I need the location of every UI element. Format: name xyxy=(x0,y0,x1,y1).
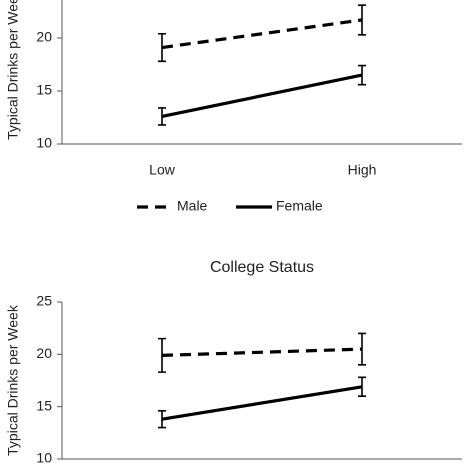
x-tick-label: Low xyxy=(149,162,176,178)
error-bar xyxy=(358,64,366,86)
error-bar xyxy=(358,376,366,397)
error-bar xyxy=(358,332,366,366)
error-bar xyxy=(158,337,166,373)
y-tick-label: 10 xyxy=(36,450,52,466)
y-tick-label: 15 xyxy=(36,397,52,413)
series-line xyxy=(161,347,363,357)
error-bar xyxy=(158,410,166,429)
y-tick-label: 10 xyxy=(36,135,52,151)
y-tick-label: 25 xyxy=(36,293,52,309)
legend-label: Female xyxy=(276,198,323,214)
y-axis-label: Typical Drinks per Week xyxy=(5,304,21,456)
series-line xyxy=(161,18,363,50)
y-tick-label: 20 xyxy=(36,345,52,361)
chart-title: College Status xyxy=(210,259,314,276)
y-tick-label: 20 xyxy=(36,29,52,45)
y-tick-label: 15 xyxy=(36,82,52,98)
error-bar xyxy=(358,4,366,36)
error-bar xyxy=(158,107,166,126)
y-axis-label: Typical Drinks per Week xyxy=(5,0,21,140)
legend-label: Male xyxy=(177,198,208,214)
series-line xyxy=(161,385,363,421)
x-tick-label: High xyxy=(348,162,377,178)
series-line xyxy=(161,73,363,119)
error-bar xyxy=(158,32,166,63)
